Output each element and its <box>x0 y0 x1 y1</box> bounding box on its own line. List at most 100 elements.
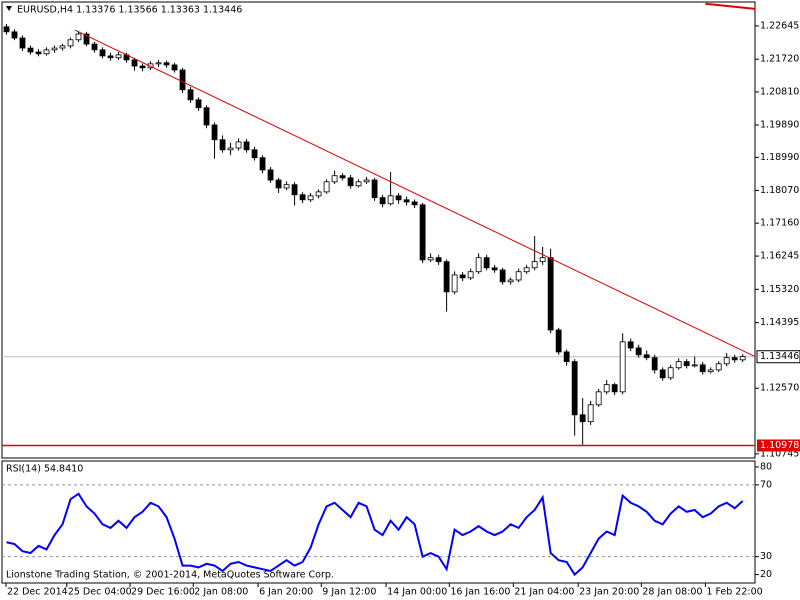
x-tick-label: 21 Jan 04:00 <box>514 587 574 598</box>
candle-body <box>355 181 362 187</box>
x-tick-label: 25 Dec 04:00 <box>68 587 132 598</box>
candle-body <box>483 257 490 269</box>
candle-body <box>3 26 10 33</box>
candle-body <box>675 361 682 369</box>
candle-body <box>315 191 322 197</box>
candle-body <box>51 47 58 51</box>
candle-body <box>739 356 746 361</box>
candle-body <box>291 184 298 196</box>
candle-body <box>531 261 538 269</box>
candle-body <box>171 64 178 71</box>
x-tick-label: 29 Dec 16:00 <box>131 587 195 598</box>
candle-body <box>339 175 346 179</box>
candle-body <box>427 257 434 261</box>
candle-body <box>187 89 194 101</box>
y-tick-label: 80 <box>760 461 772 472</box>
candle-body <box>75 33 82 41</box>
x-tick-label: 23 Jan 20:00 <box>579 587 639 598</box>
candle-body <box>507 279 514 283</box>
candle-body <box>59 45 66 49</box>
candle-body <box>395 195 402 201</box>
candle-body <box>491 267 498 271</box>
candle-body <box>707 369 714 373</box>
candle-body <box>115 54 122 59</box>
candle-body <box>699 364 706 373</box>
candle-body <box>179 69 186 91</box>
candle-body <box>523 267 530 273</box>
y-tick-label: 1.10745 <box>760 448 799 459</box>
chart-title: EURUSD,H4 1.13376 1.13566 1.13363 1.1344… <box>17 5 242 16</box>
candle-body <box>443 261 450 293</box>
candle-body <box>643 354 650 359</box>
candle-body <box>539 257 546 263</box>
price-label-box <box>756 350 800 364</box>
candle-body <box>627 341 634 349</box>
candle-body <box>283 184 290 189</box>
candle-body <box>571 361 578 416</box>
candle-body <box>595 391 602 406</box>
candle-body <box>691 364 698 367</box>
candle-body <box>459 274 466 279</box>
candle-body <box>467 271 474 279</box>
y-tick-label: 20 <box>760 569 772 580</box>
x-tick-label: 9 Jan 12:00 <box>322 587 376 598</box>
footer: Lionstone Trading Station, © 2001-2014, … <box>6 570 334 581</box>
candle-body <box>235 141 242 149</box>
y-tick-label: 1.16245 <box>760 251 799 262</box>
candle-body <box>163 62 170 66</box>
candle-body <box>547 257 554 331</box>
candle-body <box>99 49 106 57</box>
candle-body <box>635 347 642 356</box>
candle-body <box>275 179 282 189</box>
candle-body <box>219 139 226 151</box>
candle-body <box>603 384 610 393</box>
x-tick-label: 2 Jan 08:00 <box>194 587 248 598</box>
y-tick-label: 1.21720 <box>760 54 799 65</box>
collapse-arrow[interactable] <box>6 6 12 11</box>
rsi-line <box>6 492 744 577</box>
y-tick-label: 1.14395 <box>760 317 799 328</box>
rsi-title: RSI(14) 54.8410 <box>6 464 83 475</box>
candle-body <box>107 55 114 59</box>
candle-body <box>299 194 306 201</box>
candle-body <box>67 39 74 47</box>
y-tick-label: 30 <box>760 551 772 562</box>
candle-body <box>363 179 370 183</box>
y-tick-label: 1.20810 <box>760 86 799 97</box>
candle-body <box>667 367 674 379</box>
y-tick-label: 1.22645 <box>760 20 799 31</box>
candle-body <box>451 274 458 293</box>
candle-body <box>307 195 314 201</box>
trend-line <box>705 2 756 10</box>
y-tick-label: 1.18070 <box>760 185 799 196</box>
y-tick-label: 70 <box>760 479 772 490</box>
x-tick-label: 1 Feb 22:00 <box>706 587 762 598</box>
x-tick-label: 6 Jan 20:00 <box>259 587 313 598</box>
candle-body <box>371 179 378 199</box>
y-tick-label: 1.12570 <box>760 383 799 394</box>
price-pane <box>1 1 756 459</box>
candle-body <box>259 157 266 171</box>
candle-body <box>19 37 26 49</box>
y-tick-label: 1.19890 <box>760 119 799 130</box>
candle-body <box>91 43 98 51</box>
candle-body <box>155 62 162 65</box>
trend-line <box>74 29 756 358</box>
x-tick-label: 28 Jan 08:00 <box>642 587 702 598</box>
candle-body <box>195 99 202 109</box>
candle-body <box>347 177 354 187</box>
candle-body <box>331 175 338 183</box>
candle-body <box>243 141 250 151</box>
candle-body <box>563 351 570 363</box>
candle-body <box>83 33 90 45</box>
candle-body <box>587 404 594 423</box>
x-tick-label: 22 Dec 2014 <box>7 587 68 598</box>
candle-body <box>683 361 690 366</box>
candle-body <box>731 357 738 361</box>
candle-body <box>131 59 138 67</box>
candle-body <box>211 124 218 141</box>
candle-body <box>11 31 18 39</box>
candle-body <box>579 414 586 423</box>
candle-body <box>323 181 330 193</box>
